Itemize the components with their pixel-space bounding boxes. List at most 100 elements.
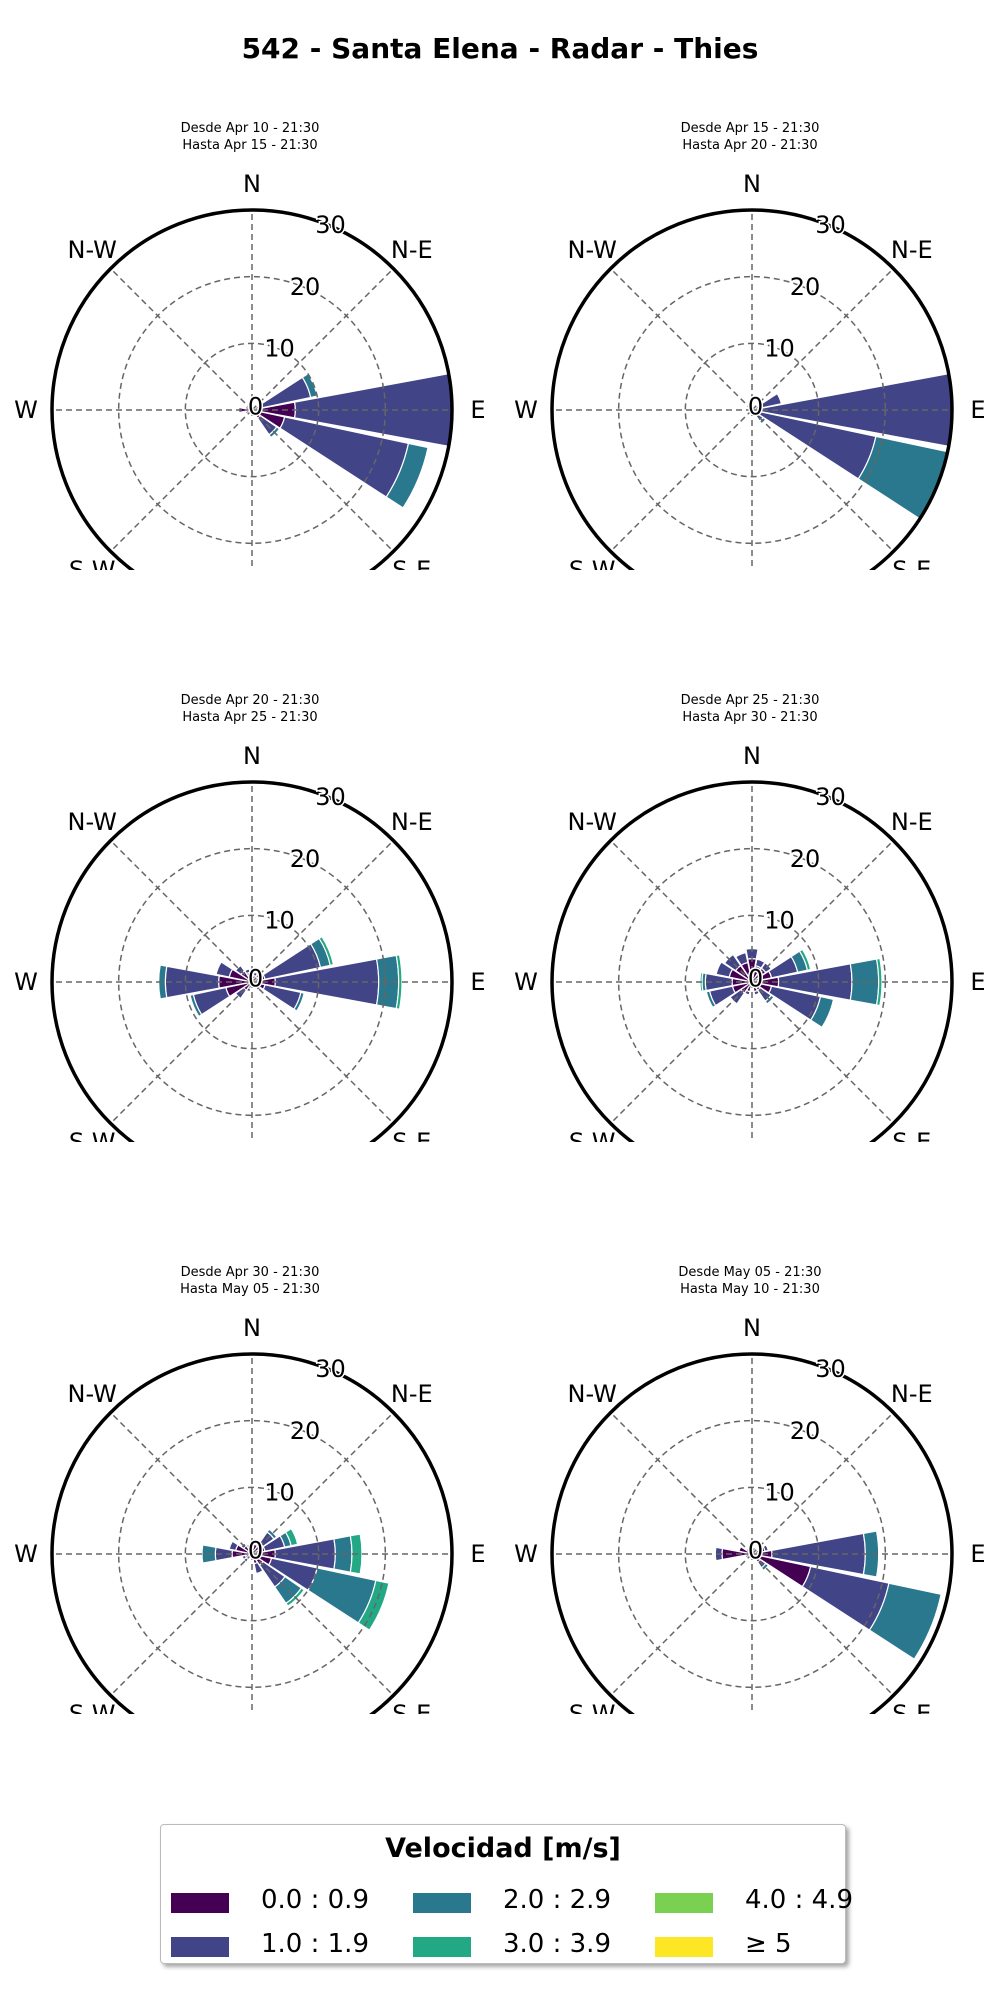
panel-subtitle-to: Hasta Apr 15 - 21:30: [182, 138, 318, 153]
direction-label: S-E: [892, 1700, 931, 1714]
windrose-bar: [253, 1561, 264, 1575]
panel-subtitle-from: Desde Apr 25 - 21:30: [680, 693, 820, 708]
windrose-bar: [754, 958, 766, 969]
figure-title: 542 - Santa Elena - Radar - Thies: [241, 32, 759, 65]
direction-label: S-E: [392, 1128, 431, 1142]
direction-label: N-W: [568, 1380, 617, 1408]
radial-tick-label: 10: [764, 1478, 795, 1506]
angular-gridline: [610, 981, 753, 1124]
windrose-panel: Desde Apr 30 - 21:30 Hasta May 05 - 21:30…: [0, 1144, 500, 1714]
angular-gridline: [751, 1412, 894, 1555]
direction-label: N-W: [568, 808, 617, 836]
windrose-bar: [245, 1543, 252, 1550]
radial-tick-label: 0: [748, 964, 763, 992]
angular-gridline: [110, 409, 253, 552]
outer-ring: [550, 208, 954, 570]
direction-label: S-W: [569, 556, 616, 570]
angular-gridline: [251, 409, 394, 552]
windrose-bar: [228, 1540, 239, 1552]
windrose-bar: [254, 984, 262, 992]
outer-ring: [550, 1352, 954, 1714]
direction-label: N-E: [391, 808, 433, 836]
radial-gridline: [184, 1486, 320, 1622]
legend-swatch: [655, 1937, 713, 1957]
windrose-bar: [875, 957, 883, 1007]
angular-gridline: [251, 981, 394, 1124]
radial-tick-label: 20: [790, 845, 821, 873]
angular-gridline: [610, 409, 753, 552]
direction-label: N: [743, 742, 761, 770]
direction-label: S-E: [392, 1700, 431, 1714]
legend-label: 3.0 : 3.9: [503, 1929, 611, 1959]
panel-subtitle-to: Hasta Apr 20 - 21:30: [682, 138, 818, 153]
radial-gridline: [184, 342, 320, 478]
direction-label: N: [743, 1314, 761, 1342]
radial-tick-label: 10: [764, 906, 795, 934]
panel-subtitle-from: Desde Apr 20 - 21:30: [180, 693, 320, 708]
direction-label: N: [243, 1314, 261, 1342]
angular-gridline: [251, 840, 394, 983]
angular-gridline: [610, 1412, 753, 1555]
radial-tick-label: 20: [290, 845, 321, 873]
legend-label: 2.0 : 2.9: [503, 1885, 611, 1915]
direction-label: N: [243, 170, 261, 198]
outer-ring: [50, 208, 454, 570]
windrose-panel: Desde Apr 15 - 21:30 Hasta Apr 20 - 21:30…: [500, 0, 1000, 570]
direction-label: W: [14, 968, 38, 996]
windrose-bar: [395, 954, 403, 1010]
radial-tick-label: 30: [815, 1355, 846, 1383]
windrose-bar: [158, 964, 168, 1000]
direction-label: N: [743, 170, 761, 198]
angular-gridline: [751, 981, 894, 1124]
direction-label: W: [514, 1540, 538, 1568]
radial-tick-label: 30: [315, 783, 346, 811]
windrose-bar: [760, 1562, 770, 1572]
windrose-bar: [734, 951, 749, 967]
radial-tick-label: 20: [790, 1417, 821, 1445]
windrose-bar: [753, 392, 783, 411]
angular-gridline: [110, 981, 253, 1124]
direction-label: E: [970, 1540, 985, 1568]
direction-label: S-W: [69, 556, 116, 570]
legend: Velocidad [m/s] 0.0 : 0.9 1.0 : 1.9 2.0 …: [160, 1824, 853, 1964]
radial-tick-label: 20: [790, 273, 821, 301]
direction-label: W: [14, 396, 38, 424]
direction-label: S-E: [892, 556, 931, 570]
direction-label: E: [470, 968, 485, 996]
legend-swatch: [171, 1893, 229, 1913]
panel-subtitle-from: Desde May 05 - 21:30: [678, 1265, 822, 1280]
windrose-bar: [738, 1545, 753, 1555]
direction-label: N-E: [391, 1380, 433, 1408]
angular-gridline: [751, 409, 894, 552]
windrose-bar: [266, 1528, 278, 1540]
outer-ring: [550, 780, 954, 1142]
panel-subtitle-to: Hasta May 10 - 21:30: [680, 1282, 820, 1297]
direction-label: S-W: [569, 1700, 616, 1714]
radial-gridline: [684, 1486, 820, 1622]
angular-gridline: [110, 1412, 253, 1555]
direction-label: W: [14, 1540, 38, 1568]
legend-label: 0.0 : 0.9: [261, 1885, 369, 1915]
legend-swatch: [655, 1893, 713, 1913]
angular-gridline: [110, 268, 253, 411]
radial-tick-label: 10: [764, 334, 795, 362]
outer-ring: [50, 1352, 454, 1714]
radial-gridline: [184, 914, 320, 1050]
direction-label: N-E: [391, 236, 433, 264]
radial-tick-label: 30: [815, 783, 846, 811]
direction-label: S-E: [892, 1128, 931, 1142]
windrose-bar: [798, 948, 812, 971]
direction-label: S-W: [69, 1700, 116, 1714]
windrose-bar: [189, 993, 203, 1018]
direction-label: N-E: [891, 1380, 933, 1408]
angular-gridline: [251, 1553, 394, 1696]
radial-tick-label: 20: [290, 1417, 321, 1445]
direction-label: N-W: [68, 808, 117, 836]
windrose-bar: [745, 948, 759, 960]
windrose-panel: Desde May 05 - 21:30 Hasta May 10 - 21:30…: [500, 1144, 1000, 1714]
angular-gridline: [110, 1553, 253, 1696]
windrose-bar: [318, 935, 335, 967]
windrose-grid: Desde Apr 10 - 21:30 Hasta Apr 15 - 21:30…: [0, 0, 1000, 1714]
